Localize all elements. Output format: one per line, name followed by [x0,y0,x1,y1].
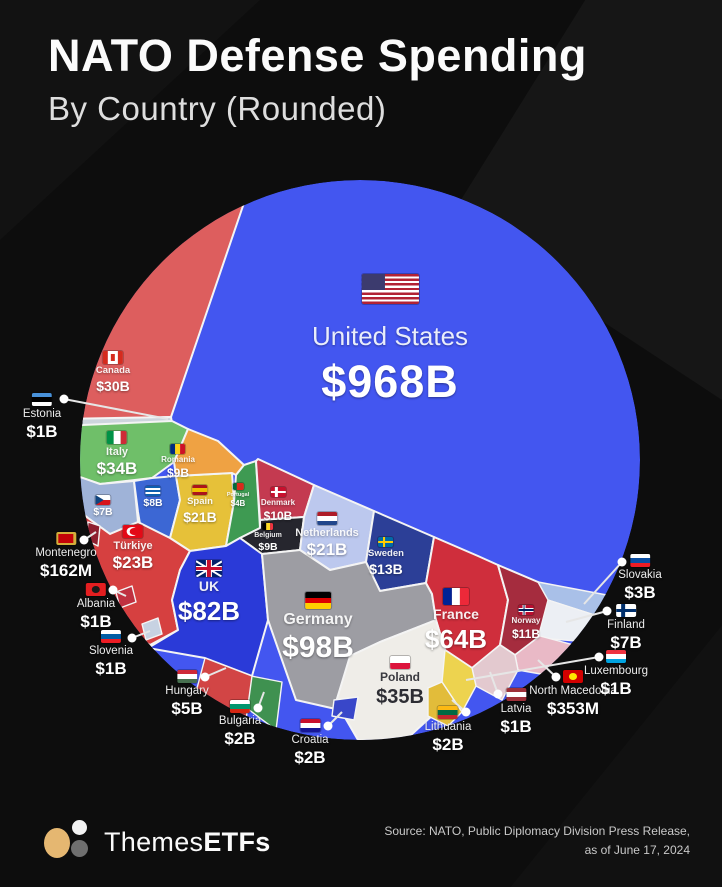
leader-estonia [63,398,169,420]
leader-dot-bulgaria [253,703,263,713]
leader-dot-north-macedonia [551,672,561,682]
leader-dot-estonia [59,394,69,404]
leader-dot-albania [108,585,118,595]
source-note: Source: NATO, Public Diplomacy Division … [384,822,690,859]
cell-croatia [331,696,359,721]
cell-luxembourg [441,649,477,713]
brand: ThemesETFs [44,818,271,866]
leader-dot-slovenia [127,633,137,643]
leader-dot-croatia [323,721,333,731]
leader-dot-latvia [493,689,503,699]
themes-etfs-logo-icon [44,818,90,866]
brand-bold: ETFs [203,826,271,857]
cell-slovenia [141,617,163,641]
leader-dots [59,394,627,731]
brand-regular: Themes [104,826,204,857]
cell-spain [169,472,235,552]
footer: ThemesETFs Source: NATO, Public Diplomac… [0,800,722,887]
leader-dot-montenegro [79,535,89,545]
source-line-1: Source: NATO, Public Diplomacy Division … [384,824,690,838]
leader-dot-finland [602,606,612,616]
cell-romania [173,428,245,477]
header: NATO Defense Spending By Country (Rounde… [48,30,587,128]
leader-dot-luxembourg [594,652,604,662]
leader-dot-hungary [200,672,210,682]
source-line-2: as of June 17, 2024 [584,842,690,857]
page-subtitle: By Country (Rounded) [48,90,387,127]
leader-dot-slovakia [617,557,627,567]
leader-dot-lithuania [461,707,471,717]
leader-slovakia [583,561,623,605]
page-title: NATO Defense Spending [48,30,587,81]
leader-finland [565,610,608,623]
brand-name: ThemesETFs [104,827,271,858]
cell-italy [80,420,189,485]
